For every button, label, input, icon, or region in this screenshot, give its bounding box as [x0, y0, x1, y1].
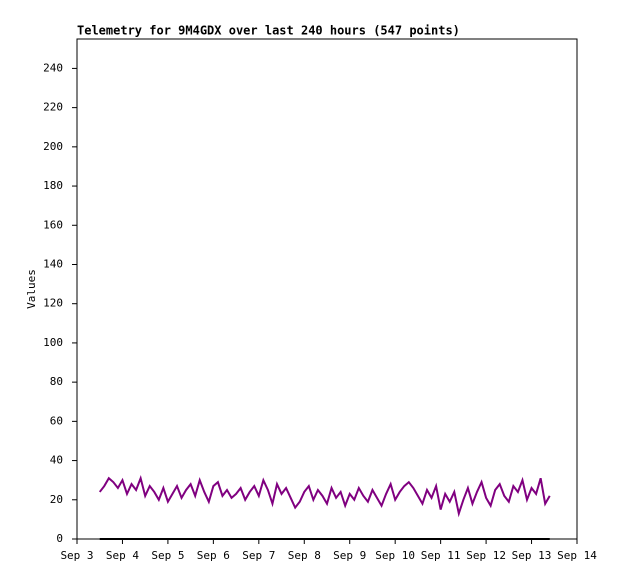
- x-tick-label: Sep 7: [242, 549, 275, 562]
- y-tick-label: 200: [43, 140, 63, 153]
- y-tick-label: 120: [43, 297, 63, 310]
- y-tick-label: 80: [50, 375, 63, 388]
- y-tick-label: 0: [56, 532, 63, 545]
- x-tick-label: Sep 13: [512, 549, 552, 562]
- x-tick-label: Sep 4: [106, 549, 139, 562]
- y-tick-label: 60: [50, 414, 63, 427]
- y-tick-label: 140: [43, 257, 63, 270]
- x-tick-label: Sep 8: [288, 549, 321, 562]
- x-tick-label: Sep 3: [60, 549, 93, 562]
- y-tick-label: 100: [43, 336, 63, 349]
- x-tick-label: Sep 5: [151, 549, 184, 562]
- x-tick-label: Sep 9: [333, 549, 366, 562]
- y-axis-label: Values: [25, 269, 38, 309]
- x-tick-label: Sep 11: [421, 549, 461, 562]
- x-tick-label: Sep 14: [557, 549, 597, 562]
- x-tick-label: Sep 10: [375, 549, 415, 562]
- y-tick-label: 40: [50, 454, 63, 467]
- plot-frame: [76, 38, 578, 540]
- data-line: [98, 474, 551, 518]
- y-tick-label: 240: [43, 61, 63, 74]
- y-tick-label: 220: [43, 101, 63, 114]
- chart-title: Telemetry for 9M4GDX over last 240 hours…: [77, 24, 460, 38]
- x-tick-label: Sep 6: [197, 549, 230, 562]
- y-tick-label: 160: [43, 218, 63, 231]
- x-tick-label: Sep 12: [466, 549, 506, 562]
- y-tick-label: 20: [50, 493, 63, 506]
- y-tick-label: 180: [43, 179, 63, 192]
